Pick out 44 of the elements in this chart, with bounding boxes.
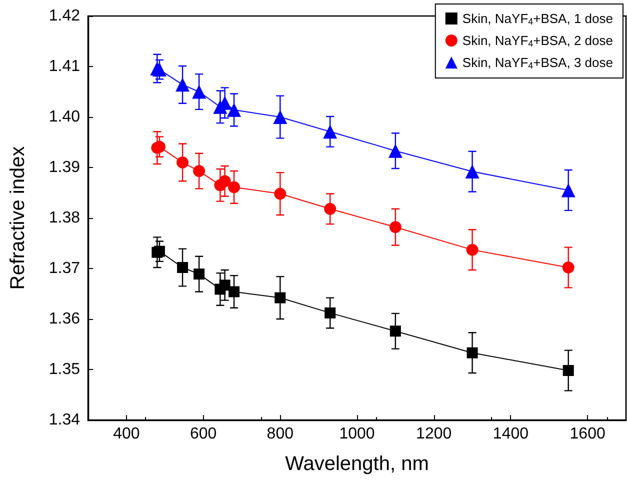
- y-tick-label: 1.39: [48, 159, 80, 176]
- point: [562, 261, 574, 274]
- point: [274, 292, 286, 304]
- point: [176, 78, 190, 92]
- y-tick-label: 1.42: [48, 8, 80, 24]
- point: [273, 110, 288, 124]
- y-tick-label: 1.40: [48, 108, 80, 126]
- point: [562, 365, 574, 376]
- point: [177, 262, 188, 273]
- point: [192, 84, 206, 99]
- point: [323, 124, 338, 139]
- point: [176, 156, 189, 168]
- x-tick-label: 400: [113, 426, 140, 442]
- x-tick-label: 1400: [492, 426, 529, 442]
- point: [324, 307, 336, 318]
- x-tick-label: 600: [190, 426, 217, 442]
- point: [194, 268, 205, 280]
- y-tick-label: 1.41: [48, 58, 80, 75]
- point: [228, 181, 240, 194]
- x-tick-label: 1600: [570, 426, 606, 442]
- y-tick-label: 1.38: [48, 210, 80, 226]
- point: [324, 202, 336, 215]
- point: [193, 165, 206, 178]
- point: [389, 221, 402, 234]
- y-tick-label: 1.35: [48, 361, 80, 378]
- point: [219, 280, 230, 291]
- point: [388, 144, 402, 158]
- point: [227, 102, 242, 117]
- x-axis-title: Wavelength, nm: [285, 453, 429, 475]
- point: [218, 175, 231, 188]
- y-tick-label: 1.37: [48, 260, 80, 277]
- point: [228, 286, 240, 298]
- y-tick-label: 1.36: [48, 310, 80, 328]
- point: [466, 347, 478, 358]
- point: [274, 188, 286, 200]
- point: [390, 326, 401, 337]
- point: [465, 164, 480, 179]
- y-tick-label: 1.34: [48, 412, 80, 428]
- point: [561, 183, 576, 198]
- x-tick-label: 1200: [416, 426, 452, 442]
- x-tick-label: 800: [266, 426, 294, 442]
- x-tick-label: 1000: [339, 426, 375, 442]
- y-axis-title: Refractive index: [7, 146, 29, 290]
- point: [466, 244, 478, 256]
